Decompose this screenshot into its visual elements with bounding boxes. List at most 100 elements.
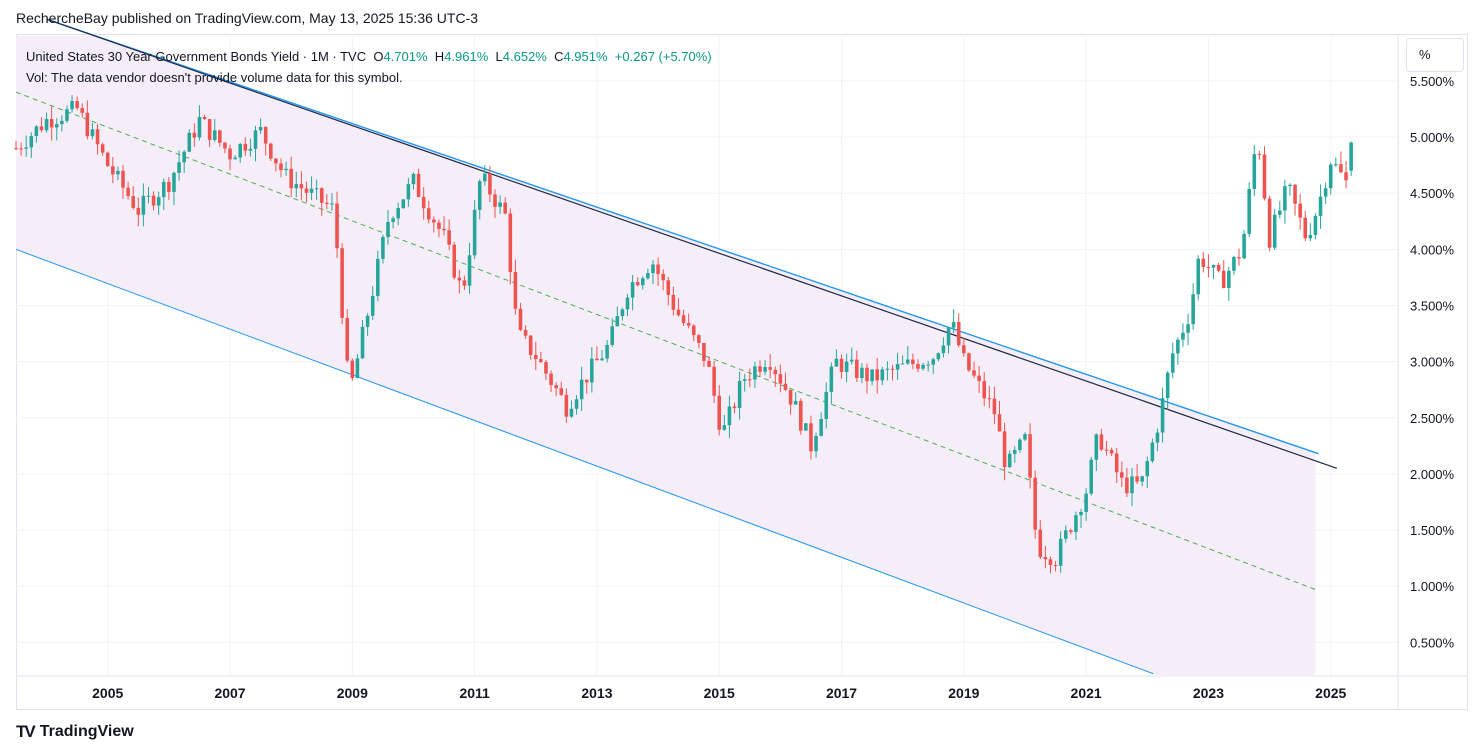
tradingview-logo[interactable]: TV TradingView: [16, 722, 134, 742]
candle-body: [1288, 185, 1292, 186]
candle-body: [952, 322, 956, 328]
candle-body: [402, 199, 406, 208]
brand-name: TradingView: [40, 723, 134, 741]
candle-body: [345, 318, 349, 361]
candle-body: [289, 169, 293, 188]
candle-body: [1044, 557, 1048, 559]
candle-body: [1095, 434, 1099, 459]
candle-body: [157, 197, 161, 206]
candle-body: [294, 184, 298, 188]
tradingview-icon: TV: [16, 722, 34, 742]
candle-body: [947, 328, 951, 346]
x-tick-label: 2005: [92, 685, 123, 701]
candle-body: [733, 406, 737, 408]
symbol-legend: United States 30 Year Government Bonds Y…: [26, 46, 712, 88]
candle-body: [35, 126, 39, 136]
candle-body: [198, 117, 202, 138]
candle-body: [672, 295, 676, 310]
high-label: H: [435, 49, 444, 64]
candle-body: [539, 359, 543, 362]
candle-body: [284, 169, 288, 170]
candle-body: [407, 184, 411, 199]
candle-body: [254, 130, 258, 149]
candle-body: [600, 358, 604, 360]
candle-body: [427, 208, 431, 219]
candle-body: [774, 370, 778, 374]
candle-body: [1013, 450, 1017, 454]
candle-body: [1100, 434, 1104, 449]
candle-body: [850, 360, 854, 362]
candle-body: [896, 364, 900, 370]
candle-body: [116, 171, 120, 174]
candle-body: [875, 369, 879, 380]
candle-body: [503, 203, 507, 214]
candle-body: [24, 147, 28, 148]
candle-body: [687, 323, 691, 326]
symbol-title[interactable]: United States 30 Year Government Bonds Y…: [26, 49, 366, 64]
time-axis[interactable]: 2005 2007 2009 2011 2013 2015 2017 2019 2021 2023…: [92, 685, 1346, 701]
candle-body: [468, 255, 472, 285]
candle-body: [340, 248, 344, 318]
candle-body: [957, 322, 961, 345]
candle-body: [870, 369, 874, 381]
candle-body: [565, 395, 569, 417]
candle-body: [1079, 512, 1083, 515]
candle-body: [1156, 433, 1160, 443]
x-tick-label: 2021: [1071, 685, 1102, 701]
candle-body: [1074, 515, 1078, 532]
candle-body: [626, 298, 630, 310]
candle-body: [325, 203, 329, 204]
candle-body: [376, 259, 380, 296]
y-tick-label: 1.000%: [1410, 579, 1455, 594]
candle-body: [1059, 539, 1063, 566]
candle-body: [152, 196, 156, 206]
candle-body: [906, 360, 910, 364]
candle-body: [605, 345, 609, 358]
candle-body: [381, 237, 385, 259]
candle-body: [75, 101, 79, 108]
candle-body: [412, 174, 416, 184]
percent-scale-button[interactable]: %: [1406, 38, 1464, 72]
candle-body: [356, 358, 360, 378]
candle-body: [274, 159, 278, 164]
candle-body: [1237, 257, 1241, 258]
candle-body: [519, 309, 523, 330]
candle-body: [636, 282, 640, 285]
candle-body: [1349, 143, 1353, 171]
candle-body: [40, 126, 44, 130]
candle-body: [1089, 460, 1093, 494]
candle-body: [493, 194, 497, 206]
candle-body: [193, 133, 197, 138]
candle-body: [1023, 434, 1027, 439]
candle-body: [886, 369, 890, 370]
candle-body: [437, 223, 441, 229]
candle-body: [60, 121, 64, 124]
candle-body: [386, 222, 390, 237]
candle-body: [666, 280, 670, 295]
candle-body: [977, 376, 981, 381]
open-value: 4.701%: [383, 49, 427, 64]
candle-body: [1125, 478, 1129, 494]
candle-body: [835, 359, 839, 367]
candle-body: [610, 326, 614, 345]
candle-body: [580, 380, 584, 400]
candle-body: [351, 361, 355, 378]
candle-body: [442, 229, 446, 230]
candle-body: [126, 188, 130, 196]
candle-body: [121, 171, 125, 188]
candle-body: [544, 362, 548, 373]
candle-body: [819, 419, 823, 436]
price-axis[interactable]: 5.500% 5.000% 4.500% 4.000% 3.500% 3.000% 2.50…: [1410, 74, 1455, 650]
y-tick-label: 0.500%: [1410, 635, 1455, 650]
candle-body: [1181, 333, 1185, 340]
candle-body: [203, 117, 207, 119]
candle-body: [651, 264, 655, 273]
candle-body: [621, 309, 625, 316]
candle-body: [223, 143, 227, 149]
candle-body: [931, 359, 935, 364]
candle-body: [391, 218, 395, 222]
candle-body: [748, 379, 752, 380]
y-tick-label: 5.000%: [1410, 130, 1455, 145]
candle-body: [366, 316, 370, 327]
chart-canvas[interactable]: 5.500%5.000%4.500%4.000%3.500%3.000%2.50…: [0, 0, 1480, 754]
